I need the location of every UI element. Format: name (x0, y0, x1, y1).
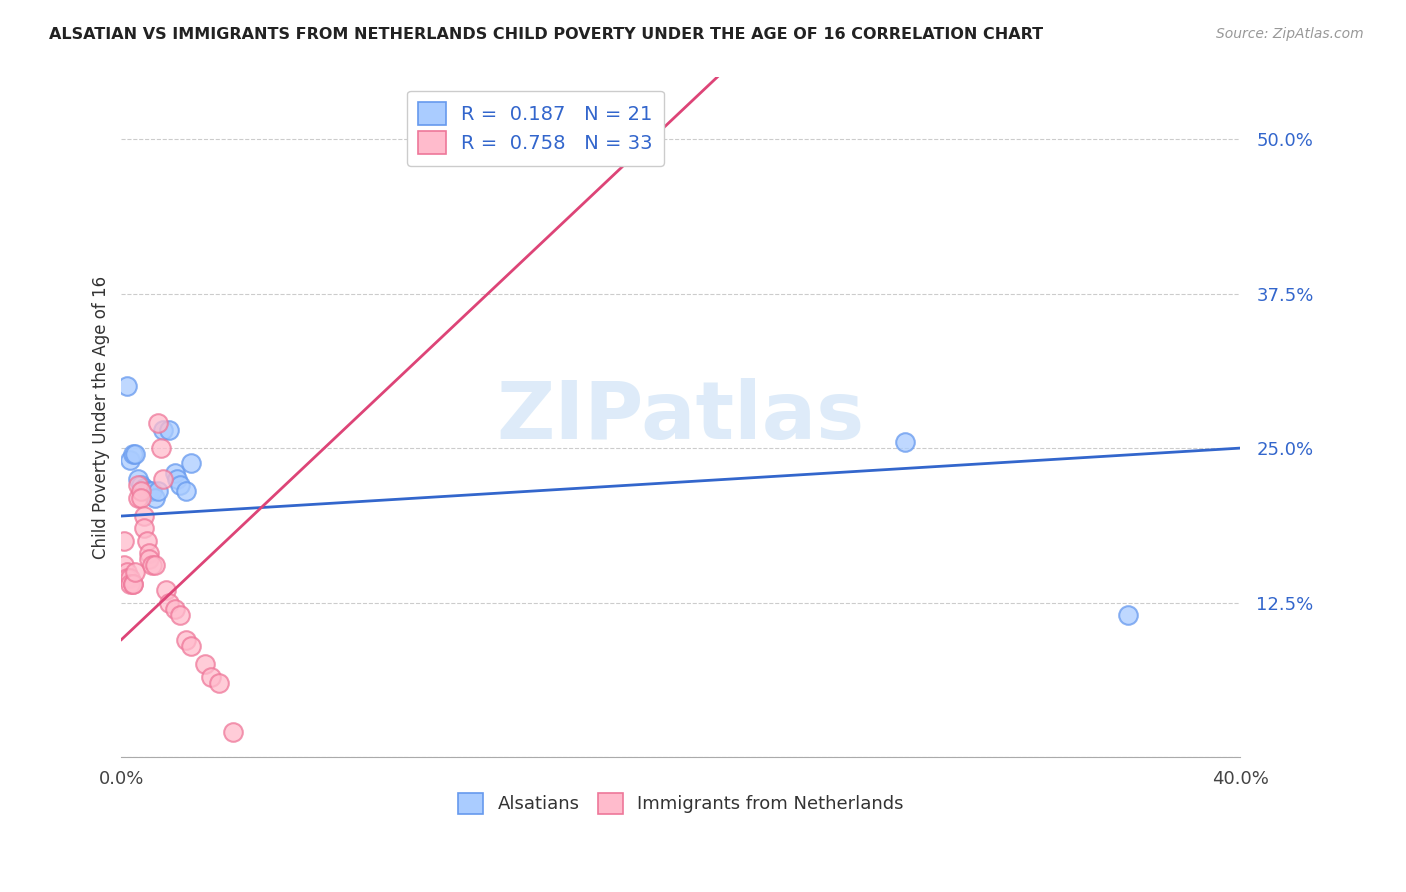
Point (115, 571, 138, 585)
Point (127, 478, 149, 492)
Point (135, 484, 157, 499)
Point (127, 472, 149, 486)
Point (174, 484, 197, 499)
Point (118, 453, 141, 467)
Point (121, 447, 143, 461)
Point (163, 601, 186, 615)
Point (141, 484, 163, 499)
Point (169, 607, 191, 622)
Point (157, 423, 180, 437)
Point (163, 466, 186, 480)
Text: Source: ZipAtlas.com: Source: ZipAtlas.com (1216, 27, 1364, 41)
Point (132, 521, 155, 535)
Legend: Alsatians, Immigrants from Netherlands: Alsatians, Immigrants from Netherlands (449, 784, 912, 822)
Point (146, 417, 169, 431)
Point (194, 657, 217, 672)
Point (149, 441, 172, 455)
Point (166, 472, 188, 486)
Point (132, 481, 155, 495)
Point (138, 484, 160, 499)
Y-axis label: Child Poverty Under the Age of 16: Child Poverty Under the Age of 16 (93, 276, 110, 558)
Point (200, 670, 222, 684)
Point (1118, 607, 1140, 622)
Point (141, 558, 163, 573)
Point (208, 676, 231, 690)
Point (157, 595, 180, 609)
Point (146, 484, 169, 499)
Point (115, 379, 138, 393)
Point (127, 491, 149, 505)
Text: ZIPatlas: ZIPatlas (496, 378, 865, 456)
Point (174, 632, 197, 647)
Point (180, 639, 202, 653)
Point (129, 491, 152, 505)
Point (121, 577, 143, 591)
Point (180, 456, 202, 470)
Point (124, 447, 146, 461)
Point (155, 583, 177, 598)
Point (112, 533, 135, 548)
Point (129, 484, 152, 499)
Point (129, 478, 152, 492)
Point (112, 558, 135, 573)
Point (132, 509, 155, 524)
Point (135, 533, 157, 548)
Point (118, 571, 141, 585)
Point (118, 577, 141, 591)
Point (152, 472, 174, 486)
Point (138, 552, 160, 566)
Text: ALSATIAN VS IMMIGRANTS FROM NETHERLANDS CHILD POVERTY UNDER THE AGE OF 16 CORREL: ALSATIAN VS IMMIGRANTS FROM NETHERLANDS … (49, 27, 1043, 42)
Point (143, 558, 166, 573)
Point (121, 577, 143, 591)
Point (893, 434, 915, 449)
Point (222, 725, 245, 739)
Point (115, 565, 138, 579)
Point (138, 546, 160, 560)
Point (152, 423, 174, 437)
Point (124, 565, 146, 579)
Point (143, 491, 166, 505)
Point (169, 478, 191, 492)
